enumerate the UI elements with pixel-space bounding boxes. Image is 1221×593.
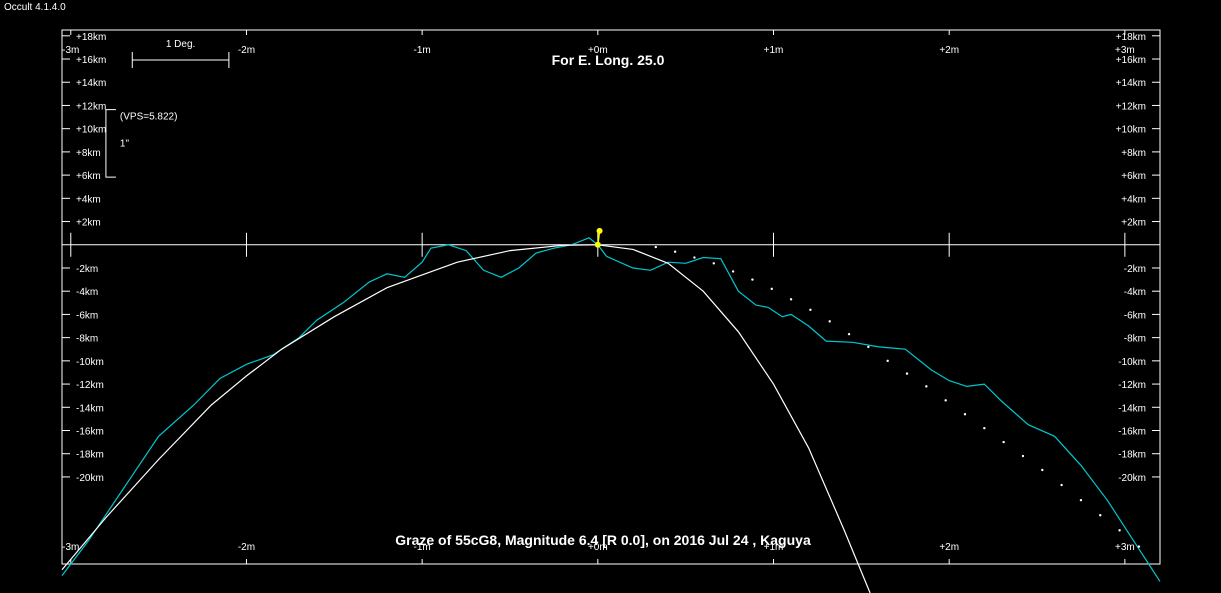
y-tick-label-right: +4km xyxy=(1121,194,1146,205)
y-tick-label-left: -6km xyxy=(76,310,98,321)
predicted-path-dot xyxy=(693,256,696,259)
predicted-path-dot xyxy=(1137,545,1141,548)
y-tick-label-left: +2km xyxy=(76,218,101,229)
x-tick-label-bottom: +1m xyxy=(764,542,784,553)
y-tick-label-left: +16km xyxy=(76,55,106,66)
predicted-path-dot xyxy=(1041,468,1044,472)
x-tick-label-bottom: +2m xyxy=(939,542,959,553)
vps-label: (VPS=5.822) xyxy=(120,112,178,123)
y-tick-label-right: -14km xyxy=(1118,403,1146,414)
x-tick-label-top: +1m xyxy=(764,45,784,56)
y-tick-label-right: -8km xyxy=(1124,334,1146,345)
y-tick-label-right: +12km xyxy=(1116,101,1146,112)
y-tick-label-left: +14km xyxy=(76,78,106,89)
y-tick-label-left: +18km xyxy=(76,32,106,43)
predicted-path-dot xyxy=(983,426,986,430)
y-tick-label-left: -10km xyxy=(76,357,104,368)
x-tick-label-bottom: +3m xyxy=(1115,542,1135,553)
predicted-path-dot xyxy=(789,298,793,301)
y-tick-label-right: +2km xyxy=(1121,218,1146,229)
x-tick-label-top: +0m xyxy=(588,45,608,56)
y-tick-label-right: -20km xyxy=(1118,473,1146,484)
predicted-path-dot xyxy=(1118,529,1121,532)
star-marker-dot xyxy=(594,241,601,248)
predicted-path-dot xyxy=(731,270,735,273)
y-tick-label-right: +8km xyxy=(1121,148,1146,159)
predicted-path-dot xyxy=(654,245,657,249)
y-tick-label-left: -8km xyxy=(76,334,98,345)
y-tick-label-left: -20km xyxy=(76,473,104,484)
predicted-path-dot xyxy=(1021,454,1025,458)
predicted-path-dot xyxy=(944,399,947,402)
y-tick-label-left: -18km xyxy=(76,450,104,461)
mean-limb-arc-line xyxy=(61,244,871,593)
x-tick-label-bottom: -3m xyxy=(62,542,79,553)
y-tick-label-right: -18km xyxy=(1118,450,1146,461)
predicted-path-dot xyxy=(828,320,831,323)
predicted-path-dot xyxy=(1060,483,1063,487)
vps-bracket xyxy=(105,109,116,178)
y-tick-label-left: -4km xyxy=(76,287,98,298)
chart-caption: Graze of 55cG8, Magnitude 6.4 [R 0.0], o… xyxy=(395,532,811,548)
y-tick-label-right: -12km xyxy=(1118,380,1146,391)
x-tick-label-top: -3m xyxy=(62,45,79,56)
x-tick-label-top: -2m xyxy=(238,45,255,56)
predicted-path-dot xyxy=(1079,498,1083,502)
y-tick-label-right: +18km xyxy=(1116,32,1146,43)
x-tick-label-top: +2m xyxy=(939,45,959,56)
y-tick-label-left: +6km xyxy=(76,171,101,182)
x-tick-label-top: +3m xyxy=(1115,45,1135,56)
star-marker-dot xyxy=(596,227,603,234)
x-tick-label-bottom: -2m xyxy=(238,542,255,553)
overlay-layer: 1 Deg. (VPS=5.822) 1" xyxy=(105,39,603,248)
scale-bar-label: 1 Deg. xyxy=(166,39,195,50)
x-tick-label-bottom: +0m xyxy=(588,542,608,553)
predicted-path-dot xyxy=(712,262,715,265)
predicted-path-dot xyxy=(847,332,851,336)
y-tick-label-right: +10km xyxy=(1116,125,1146,136)
app-title: Occult 4.1.4.0 xyxy=(4,2,66,13)
x-tick-label-bottom: -1m xyxy=(414,542,431,553)
y-tick-label-left: +4km xyxy=(76,194,101,205)
y-tick-label-right: -2km xyxy=(1124,264,1146,275)
y-tick-label-right: -16km xyxy=(1118,427,1146,438)
predicted-path-dot xyxy=(925,385,928,388)
chart-title: For E. Long. 25.0 xyxy=(552,52,665,68)
predicted-path-dot xyxy=(905,372,909,375)
y-tick-label-right: -4km xyxy=(1124,287,1146,298)
y-tick-label-left: +10km xyxy=(76,125,106,136)
y-tick-label-left: +8km xyxy=(76,148,101,159)
y-tick-label-right: -10km xyxy=(1118,357,1146,368)
predicted-path-dot xyxy=(867,345,870,349)
y-tick-label-left: -14km xyxy=(76,403,104,414)
predicted-path-dot xyxy=(1099,514,1102,517)
predicted-path-dot xyxy=(1002,440,1005,444)
predicted-path-dot xyxy=(886,359,889,363)
plot-frame xyxy=(61,29,1161,565)
y-tick-label-left: -12km xyxy=(76,380,104,391)
y-tick-label-right: -6km xyxy=(1124,310,1146,321)
y-tick-label-left: -16km xyxy=(76,427,104,438)
series-layer xyxy=(61,237,1161,593)
predicted-path-dot xyxy=(963,413,967,416)
predicted-path-dot xyxy=(809,308,812,311)
y-tick-label-right: +14km xyxy=(1116,78,1146,89)
vps-unit-label: 1" xyxy=(120,139,130,150)
predicted-path-dot xyxy=(673,250,677,253)
limb-profile-line xyxy=(61,237,1161,582)
y-tick-label-left: -2km xyxy=(76,264,98,275)
y-tick-label-left: +12km xyxy=(76,101,106,112)
axis-layer: +18km +18km +16km +16km +14km +14km +12km +12km… xyxy=(62,30,1160,564)
x-tick-label-top: -1m xyxy=(414,45,431,56)
y-tick-label-right: +6km xyxy=(1121,171,1146,182)
predicted-path-dot xyxy=(770,287,773,291)
predicted-path-dot xyxy=(751,278,754,281)
y-tick-label-right: +16km xyxy=(1116,55,1146,66)
